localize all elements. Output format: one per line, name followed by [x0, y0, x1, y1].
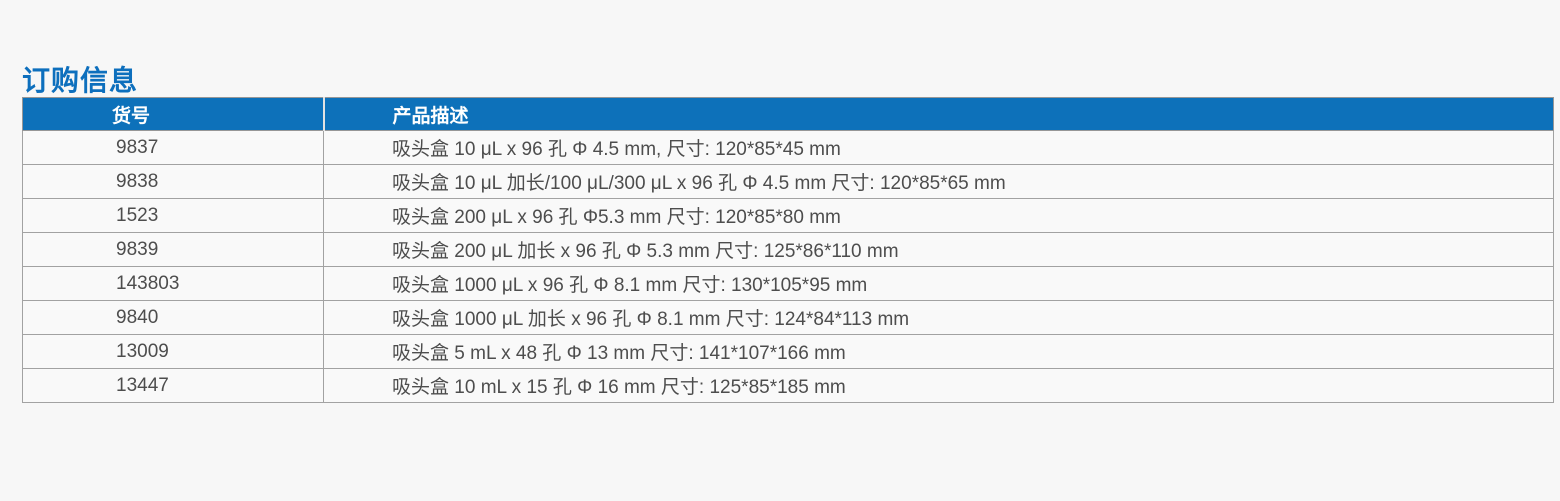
sku-cell: 9838 [22, 164, 324, 199]
description-cell: 吸头盒 10 μL x 96 孔 Φ 4.5 mm, 尺寸: 120*85*45… [323, 130, 1554, 165]
description-cell: 吸头盒 200 μL x 96 孔 Φ5.3 mm 尺寸: 120*85*80 … [323, 198, 1554, 233]
column-header-description: 产品描述 [323, 97, 1554, 131]
description-cell: 吸头盒 10 μL 加长/100 μL/300 μL x 96 孔 Φ 4.5 … [323, 164, 1554, 199]
sku-cell: 9840 [22, 300, 324, 335]
table-row: 9840 吸头盒 1000 μL 加长 x 96 孔 Φ 8.1 mm 尺寸: 1… [22, 300, 1554, 335]
sku-cell: 1523 [22, 198, 324, 233]
section-title: 订购信息 [22, 65, 139, 97]
sku-cell: 9839 [22, 232, 324, 267]
table-row: 9839 吸头盒 200 μL 加长 x 96 孔 Φ 5.3 mm 尺寸: 12… [22, 232, 1554, 267]
description-cell: 吸头盒 10 mL x 15 孔 Φ 16 mm 尺寸: 125*85*185 … [323, 368, 1554, 403]
description-cell: 吸头盒 200 μL 加长 x 96 孔 Φ 5.3 mm 尺寸: 125*86… [323, 232, 1554, 267]
description-cell: 吸头盒 1000 μL x 96 孔 Φ 8.1 mm 尺寸: 130*105*… [323, 266, 1554, 301]
description-cell: 吸头盒 1000 μL 加长 x 96 孔 Φ 8.1 mm 尺寸: 124*8… [323, 300, 1554, 335]
sku-cell: 13447 [22, 368, 324, 403]
table-row: 1523 吸头盒 200 μL x 96 孔 Φ5.3 mm 尺寸: 120*85… [22, 198, 1554, 233]
sku-cell: 13009 [22, 334, 324, 369]
ordering-table: 货号 产品描述 9837 吸头盒 10 μL x 96 孔 Φ 4.5 mm, 尺… [22, 97, 1554, 403]
table-body: 9837 吸头盒 10 μL x 96 孔 Φ 4.5 mm, 尺寸: 120*8… [22, 130, 1554, 403]
table-row: 143803 吸头盒 1000 μL x 96 孔 Φ 8.1 mm 尺寸: 13… [22, 266, 1554, 301]
sku-cell: 143803 [22, 266, 324, 301]
table-header: 货号 产品描述 [22, 97, 1554, 131]
description-cell: 吸头盒 5 mL x 48 孔 Φ 13 mm 尺寸: 141*107*166 … [323, 334, 1554, 369]
table-row: 9837 吸头盒 10 μL x 96 孔 Φ 4.5 mm, 尺寸: 120*8… [22, 130, 1554, 165]
sku-cell: 9837 [22, 130, 324, 165]
table-row: 13447 吸头盒 10 mL x 15 孔 Φ 16 mm 尺寸: 125*85… [22, 368, 1554, 403]
column-header-sku: 货号 [22, 97, 325, 131]
table-row: 13009 吸头盒 5 mL x 48 孔 Φ 13 mm 尺寸: 141*107… [22, 334, 1554, 369]
header-row: 货号 产品描述 [22, 97, 1554, 131]
table-row: 9838 吸头盒 10 μL 加长/100 μL/300 μL x 96 孔 Φ … [22, 164, 1554, 199]
